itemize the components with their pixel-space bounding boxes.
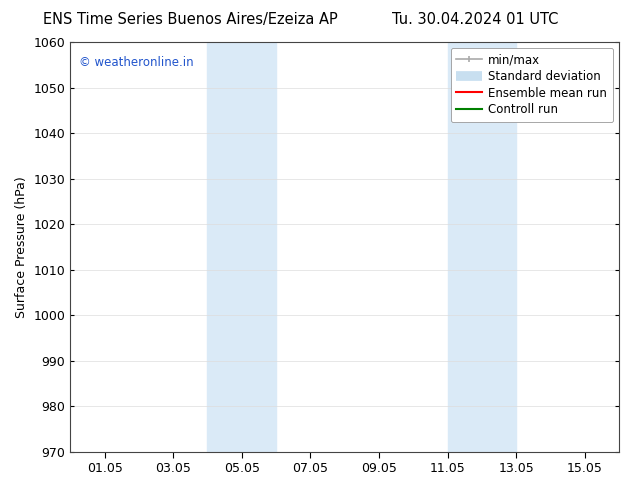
Bar bbox=[207, 42, 276, 452]
Y-axis label: Surface Pressure (hPa): Surface Pressure (hPa) bbox=[15, 176, 28, 318]
Bar bbox=[448, 42, 516, 452]
Text: © weatheronline.in: © weatheronline.in bbox=[79, 56, 193, 70]
Text: ENS Time Series Buenos Aires/Ezeiza AP: ENS Time Series Buenos Aires/Ezeiza AP bbox=[43, 12, 337, 27]
Legend: min/max, Standard deviation, Ensemble mean run, Controll run: min/max, Standard deviation, Ensemble me… bbox=[451, 48, 613, 122]
Text: Tu. 30.04.2024 01 UTC: Tu. 30.04.2024 01 UTC bbox=[392, 12, 559, 27]
